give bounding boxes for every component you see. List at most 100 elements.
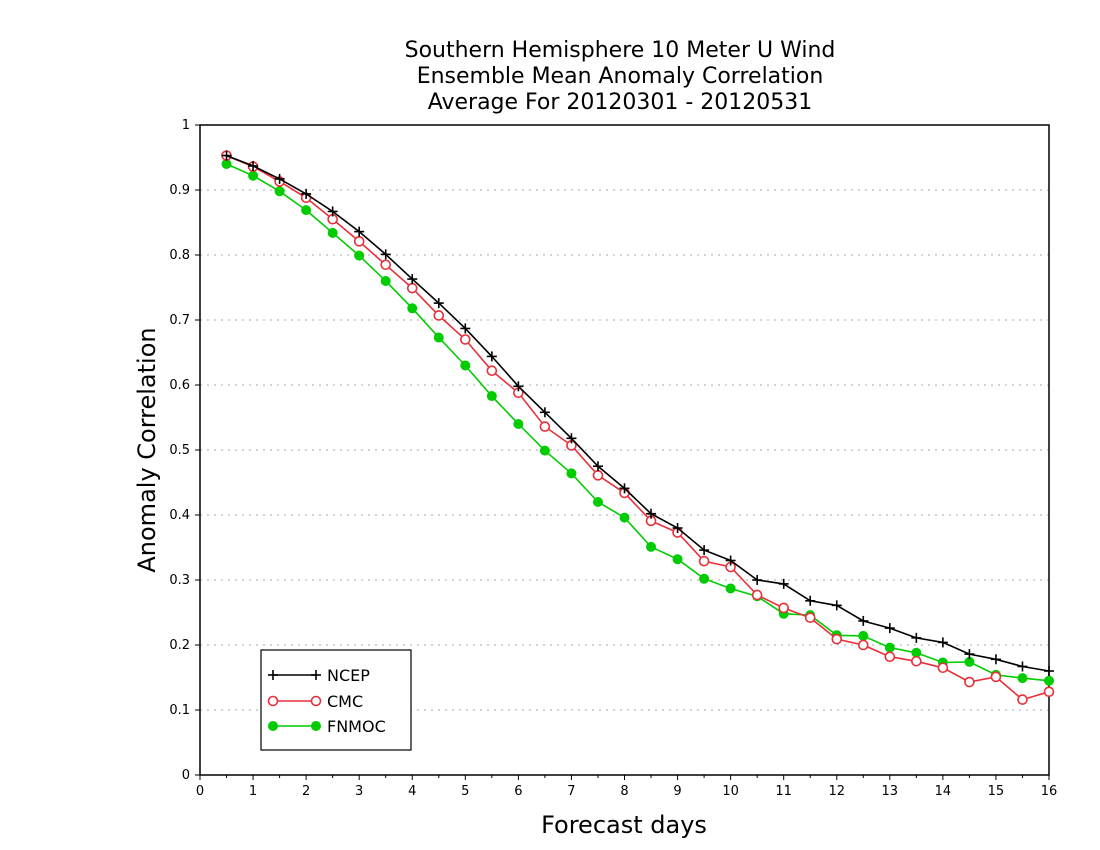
ncep-point — [858, 615, 869, 626]
y-tick-label: 0.9 — [169, 183, 190, 198]
cmc-point — [937, 662, 949, 674]
legend-marker — [267, 695, 279, 707]
ncep-point — [752, 575, 763, 585]
x-tick-label: 0 — [196, 784, 204, 799]
ncep-point — [407, 274, 418, 285]
x-tick-label: 15 — [988, 784, 1005, 799]
ncep-point — [990, 654, 1001, 665]
y-axis-label: Anomaly Correlation — [133, 327, 161, 572]
fnmoc-point — [327, 227, 338, 238]
cmc-point — [751, 589, 763, 601]
ncep-point — [964, 649, 975, 660]
series-fnmoc — [221, 159, 1054, 686]
legend-label: CMC — [327, 692, 363, 711]
cmc-point — [964, 676, 975, 688]
cmc-point — [1017, 694, 1028, 705]
cmc-point — [884, 651, 896, 663]
cmc-point — [433, 310, 445, 321]
y-tick-label: 0.2 — [169, 638, 190, 653]
y-tick-label: 0.4 — [169, 508, 190, 523]
fnmoc-line — [226, 163, 1050, 682]
fnmoc-point — [433, 332, 444, 343]
chart-title: Southern Hemisphere 10 Meter U WindEnsem… — [405, 38, 836, 115]
legend-label: NCEP — [327, 666, 370, 685]
cmc-point — [831, 633, 843, 645]
x-axis-label: Forecast days — [541, 811, 707, 839]
x-tick-label: 13 — [882, 784, 899, 799]
fnmoc-point — [1017, 673, 1028, 684]
fnmoc-point — [539, 445, 550, 456]
fnmoc-point — [380, 276, 391, 286]
y-tick-label: 0.6 — [169, 378, 190, 393]
cmc-point — [539, 421, 551, 432]
ncep-point — [354, 226, 365, 237]
fnmoc-point — [274, 186, 285, 197]
x-tick-label: 4 — [408, 784, 416, 799]
ncep-point — [1017, 661, 1028, 672]
ncep-point — [301, 188, 312, 199]
legend-marker — [310, 695, 322, 707]
ncep-point — [592, 461, 603, 472]
fnmoc-point — [221, 159, 232, 169]
ncep-point — [778, 578, 789, 589]
ncep-point — [433, 298, 444, 309]
ncep-point — [911, 632, 922, 643]
y-tick-label: 0.8 — [169, 248, 190, 263]
x-tick-label: 14 — [935, 784, 952, 799]
legend: NCEP CMC FNMOC — [260, 649, 412, 751]
ncep-point — [805, 595, 816, 606]
fnmoc-point — [248, 170, 259, 181]
fnmoc-point — [407, 303, 418, 314]
x-tick-label: 16 — [1041, 784, 1058, 799]
series-ncep — [221, 150, 1054, 676]
x-tick-label: 6 — [514, 784, 522, 799]
ncep-point — [513, 381, 524, 392]
fnmoc-point — [513, 419, 524, 429]
cmc-point — [990, 671, 1002, 683]
y-tick-label: 0.3 — [169, 573, 190, 588]
cmc-point — [857, 639, 869, 651]
cmc-point — [592, 470, 604, 481]
fnmoc-point — [646, 541, 657, 552]
cmc-line — [226, 154, 1050, 701]
fnmoc-point — [486, 391, 497, 402]
fnmoc-point — [354, 250, 365, 261]
legend-marker — [268, 670, 278, 680]
y-tick-label: 0 — [182, 768, 190, 783]
chart-title-line: Ensemble Mean Anomaly Correlation — [417, 64, 824, 89]
fnmoc-point — [725, 583, 736, 594]
ncep-point — [619, 483, 630, 494]
legend-marker — [268, 721, 278, 731]
x-tick-label: 3 — [355, 784, 363, 799]
cmc-point — [353, 236, 365, 247]
ncep-point — [646, 508, 657, 519]
legend-item-fnmoc: FNMOC — [268, 717, 386, 736]
ncep-point — [274, 173, 285, 184]
fnmoc-point — [301, 205, 312, 216]
legend-marker — [311, 670, 321, 680]
legend-item-ncep: NCEP — [268, 666, 370, 685]
ncep-point — [884, 623, 895, 634]
series-cmc — [221, 150, 1055, 705]
x-tick-label: 9 — [673, 784, 681, 799]
ncep-point — [539, 407, 550, 418]
y-tick-label: 0.5 — [169, 443, 190, 458]
cmc-point — [380, 259, 392, 271]
cmc-point — [911, 655, 922, 667]
fnmoc-point — [619, 512, 630, 523]
ncep-point — [566, 433, 577, 444]
fnmoc-point — [460, 360, 471, 371]
y-tick-label: 1 — [182, 118, 190, 133]
fnmoc-point — [566, 468, 577, 479]
ncep-point — [725, 555, 736, 566]
x-tick-label: 12 — [828, 784, 845, 799]
x-tick-label: 2 — [302, 784, 310, 799]
x-tick-label: 1 — [249, 784, 257, 799]
ncep-point — [672, 523, 683, 533]
legend-label: FNMOC — [327, 717, 386, 736]
chart-title-line: Southern Hemisphere 10 Meter U Wind — [405, 38, 836, 63]
y-tick-label: 0.7 — [169, 313, 190, 328]
ncep-point — [327, 206, 338, 217]
ncep-point — [831, 600, 842, 611]
